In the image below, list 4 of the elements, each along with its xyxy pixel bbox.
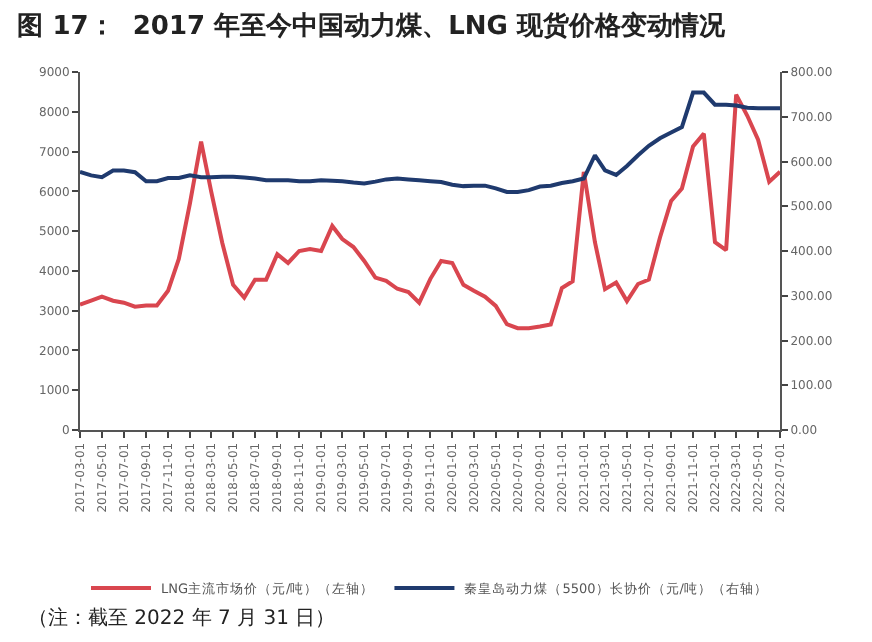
- chart-title: 图 17： 2017 年至今中国动力煤、LNG 现货价格变动情况: [17, 10, 727, 43]
- line-series: [80, 92, 780, 331]
- line-series: [80, 90, 780, 194]
- text: （注：截至 2022 年 7 月 31 日）: [28, 606, 336, 630]
